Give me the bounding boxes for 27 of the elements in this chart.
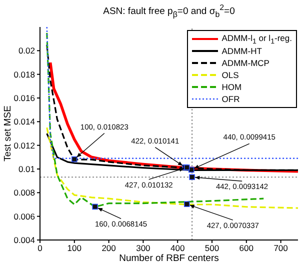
legend-label: ADMM-HT <box>222 46 262 56</box>
chart-title: ASN: fault free p$_{β}$=0 and σ$_{b}$$^{2}$=0 <box>103 3 235 20</box>
y-tick-label: 0.012 <box>14 140 36 150</box>
y-tick-label: 0.018 <box>14 69 36 80</box>
y-tick-label: 0.016 <box>14 93 36 104</box>
y-tick-label: 0.008 <box>14 188 36 198</box>
x-tick-label: 400 <box>170 243 185 254</box>
y-tick-label: 0.004 <box>14 235 36 246</box>
y-tick-label: 0.01 <box>18 164 36 174</box>
legend-label: OFR <box>222 94 240 104</box>
y-tick-label: 0.014 <box>14 116 36 127</box>
legend-label: OLS <box>222 70 239 80</box>
legend-label: ADMM-l$_{1}$ or l$_{1}$-reg. <box>222 32 292 46</box>
x-axis-title: Number of RBF centers <box>118 253 220 264</box>
y-tick-label: 0.006 <box>14 211 36 222</box>
legend-label: HOM <box>222 82 242 92</box>
legend-label: ADMM-MCP <box>222 58 270 68</box>
x-tick-label: 500 <box>204 243 220 254</box>
x-tick-label: 600 <box>239 243 254 254</box>
x-tick-label: 200 <box>102 243 116 254</box>
y-tick-label: 0.02 <box>18 46 36 56</box>
x-tick-label: 300 <box>136 243 151 254</box>
y-axis-title: Test set MSE <box>2 106 14 162</box>
point <box>72 156 78 162</box>
x-tick-label: 700 <box>274 243 288 254</box>
x-tick-label: 100 <box>67 243 82 254</box>
x-tick-label: 0 <box>38 243 43 254</box>
